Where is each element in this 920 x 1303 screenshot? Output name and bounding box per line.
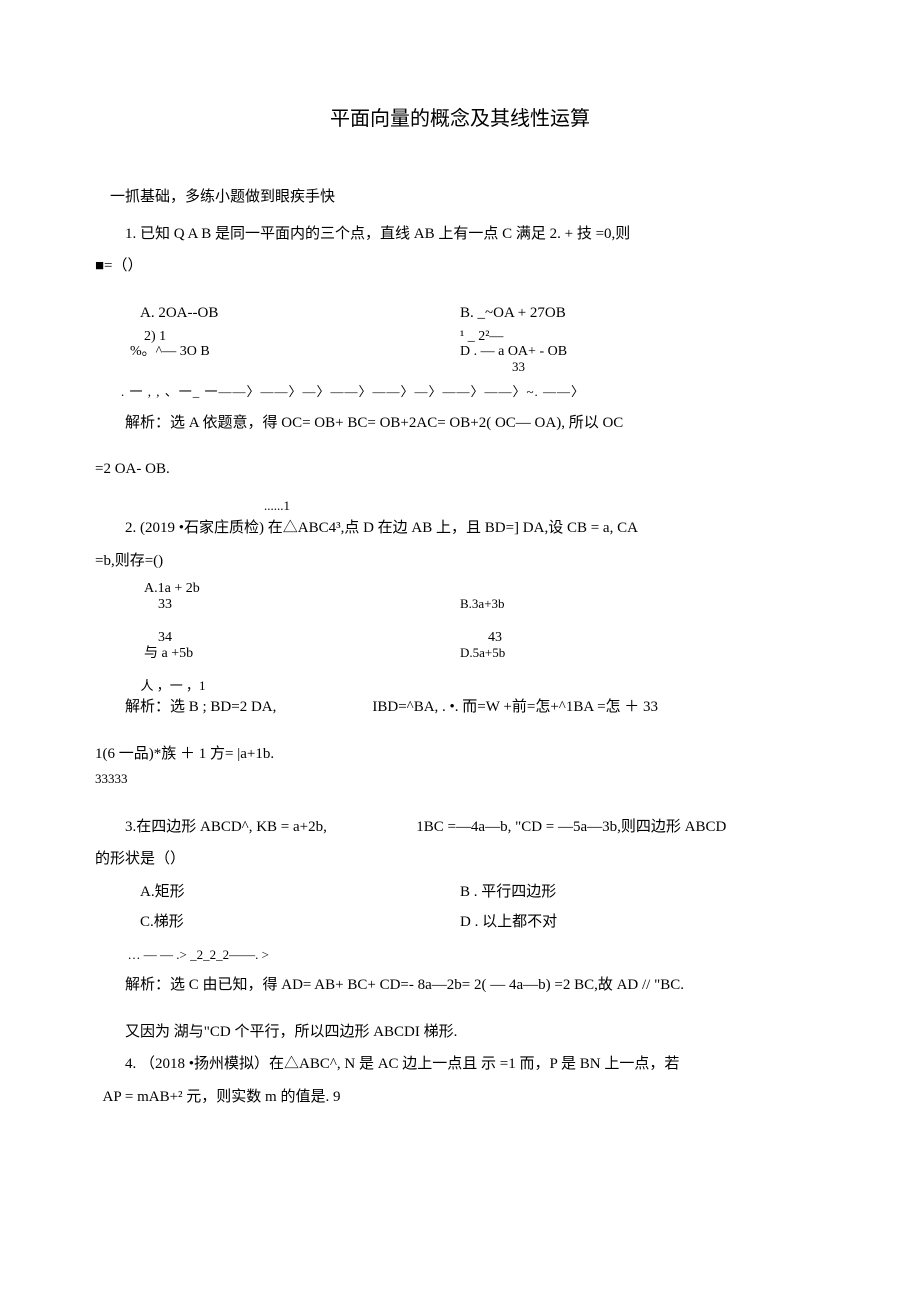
q3-midline: … — — .> _2_2_2——. > (95, 943, 825, 968)
q4-stem-line2: AP = mAB+² 元，则实数 m 的值是. 9 (95, 1083, 825, 1112)
q4-stem-line1: 4. （2018 •扬州模拟）在△ABC^, N 是 AC 边上一点且 示 =1… (95, 1050, 825, 1079)
q2-option-a-top: A.1a + 2b (95, 581, 460, 596)
q3-option-c: C.梯形 (95, 908, 460, 937)
q2-explain-line2: 1(6 一品)*族 ＋ 1 方= |a+1b. (95, 740, 825, 769)
section-heading: 一抓基础，多练小题做到眼疾手快 (95, 183, 825, 212)
q1-explain-line1: 解析：选 A 依题意，得 OC= OB+ BC= OB+2AC= OB+2( O… (95, 409, 825, 438)
q2-explain-top-left: 人 ，一 ，1 (95, 679, 372, 693)
q3-option-b: B . 平行四边形 (460, 878, 825, 907)
q3-stem-line2: 的形状是（） (95, 845, 825, 874)
q1-stem-line1: 1. 已知 Q A B 是同一平面内的三个点，直线 AB 上有一点 C 满足 2… (95, 220, 825, 249)
q2-stem-line2: =b,则存=() (95, 547, 825, 576)
q2-option-c: 与 a +5b (95, 646, 460, 661)
q2-stem-line1: 2. (2019 •石家庄质检) 在△ABC4³,点 D 在边 AB 上，且 B… (95, 514, 825, 543)
q3-option-a: A.矩形 (95, 878, 460, 907)
q2-option-c-top: 34 (95, 630, 460, 645)
q3-stem-left: 3.在四边形 ABCD^, KB = a+2b, (95, 813, 416, 842)
q3-option-d: D . 以上都不对 (460, 908, 825, 937)
q1-option-b: B. _~OA + 27OB (460, 299, 825, 328)
q2-option-b: B.3a+3b (460, 597, 825, 612)
q1-option-a: A. 2OA--OB (95, 299, 460, 328)
q3-explain2: 又因为 湖与"CD 个平行，所以四边形 ABCDI 梯形. (95, 1018, 825, 1047)
q1-option-d-sub: 33 (460, 360, 825, 374)
q1-option-c-top: 2) 1 (95, 329, 460, 344)
q2-explain-line1-right: IBD=^BA, . •. 而=W +前=怎+^1BA =怎 ＋ 33 (372, 693, 825, 722)
q1-option-c: %。^— 3O B (95, 344, 460, 359)
q1-option-d: D . — a OA+ - OB (460, 344, 825, 359)
q2-explain-line1-left: 解析：选 B ; BD=2 DA, (95, 693, 372, 722)
q2-explain-line3: 33333 (95, 772, 825, 786)
q1-explain-line2: =2 OA- OB. (95, 455, 825, 484)
q1-option-d-top: ¹ _ 2²— (460, 329, 825, 344)
q2-option-d: D.5a+5b (460, 646, 825, 661)
q3-stem-right: 1BC =—4a—b, "CD = —5a—3b,则四边形 ABCD (416, 813, 825, 842)
q1-stem-line2: ■=（） (95, 252, 825, 281)
q2-option-d-top: 43 (460, 630, 825, 645)
q1-arrow-line: . 一 , , 、一_ 一——〉——〉—〉——〉——〉—〉——〉——〉~. ——… (95, 380, 825, 405)
q3-explain: 解析：选 C 由已知，得 AD= AB+ BC+ CD=- 8a—2b= 2( … (95, 971, 825, 1000)
page-title: 平面向量的概念及其线性运算 (95, 100, 825, 138)
q2-option-a-bot: 33 (95, 597, 460, 612)
